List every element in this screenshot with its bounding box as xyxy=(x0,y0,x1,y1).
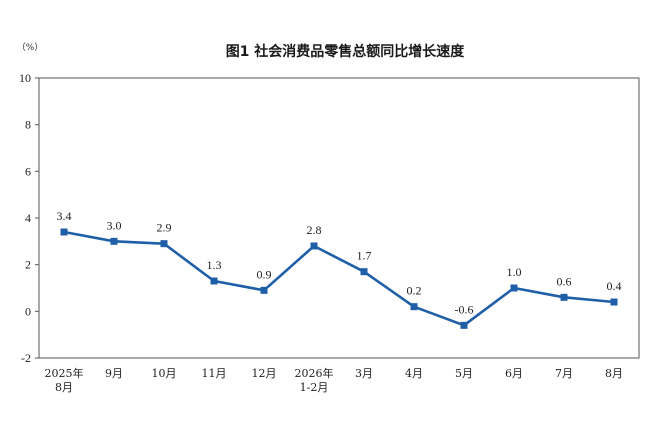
y-tick-label: 0 xyxy=(25,304,31,318)
x-tick-label: 2025年 8月 xyxy=(45,366,84,394)
y-tick-label: 4 xyxy=(25,211,31,225)
y-tick-label: 2 xyxy=(25,258,31,272)
x-tick-label: 3月 xyxy=(355,367,373,380)
data-point xyxy=(110,237,118,245)
x-axis-ticks: 2025年 8月 9月 10月 11月 12月 2026年 1-2月 3月 4月 5月 6月 7月 8月 xyxy=(45,366,624,394)
x-tick-label: 12月 xyxy=(252,367,277,380)
y-axis-unit: （%） xyxy=(17,42,44,53)
x-tick-label: 9月 xyxy=(105,367,123,380)
x-tick-label: 2026年 1-2月 xyxy=(295,366,334,394)
x-tick-label: 11月 xyxy=(202,367,227,380)
x-tick-label: 8月 xyxy=(605,367,623,380)
y-tick-label: -2 xyxy=(21,351,31,365)
data-label: 0.6 xyxy=(557,274,572,288)
data-point xyxy=(410,303,418,311)
data-label: 1.0 xyxy=(507,265,522,279)
x-tick-label: 4月 xyxy=(405,367,423,380)
y-tick-label: 10 xyxy=(19,71,31,85)
series-line xyxy=(63,230,615,327)
data-label: 2.9 xyxy=(157,221,172,235)
y-tick-label: 8 xyxy=(25,118,31,132)
data-point xyxy=(60,228,68,236)
data-point xyxy=(310,242,318,250)
data-point xyxy=(360,268,368,276)
data-point xyxy=(210,277,218,285)
data-point xyxy=(460,321,468,329)
data-point xyxy=(160,240,168,248)
data-label: 0.2 xyxy=(407,284,422,298)
data-labels: 3.4 3.0 2.9 1.3 0.9 2.8 1.7 0.2 -0.6 1.0 0.6 0.4 xyxy=(57,209,622,316)
data-label: 3.4 xyxy=(57,209,72,223)
data-label: 2.8 xyxy=(307,223,322,237)
data-label: 3.0 xyxy=(107,218,122,232)
y-axis-ticks: -2 0 2 4 6 8 10 xyxy=(19,71,39,365)
data-point xyxy=(610,298,618,306)
data-point xyxy=(260,286,268,294)
data-label: 1.7 xyxy=(357,249,372,263)
x-tick-label: 10月 xyxy=(152,367,177,380)
data-point xyxy=(560,293,568,301)
chart-title: 图1 社会消费品零售总额同比增长速度 xyxy=(226,43,466,60)
data-markers xyxy=(60,228,618,329)
data-label: 1.3 xyxy=(207,258,222,272)
x-tick-label: 6月 xyxy=(505,367,523,380)
data-label: 0.9 xyxy=(257,267,272,281)
y-tick-label: 6 xyxy=(25,164,31,178)
data-label: -0.6 xyxy=(455,302,474,316)
x-tick-label: 5月 xyxy=(455,367,473,380)
data-label: 0.4 xyxy=(607,279,622,293)
data-point xyxy=(510,284,518,292)
x-tick-label: 7月 xyxy=(555,367,573,380)
plot-frame xyxy=(38,77,640,359)
